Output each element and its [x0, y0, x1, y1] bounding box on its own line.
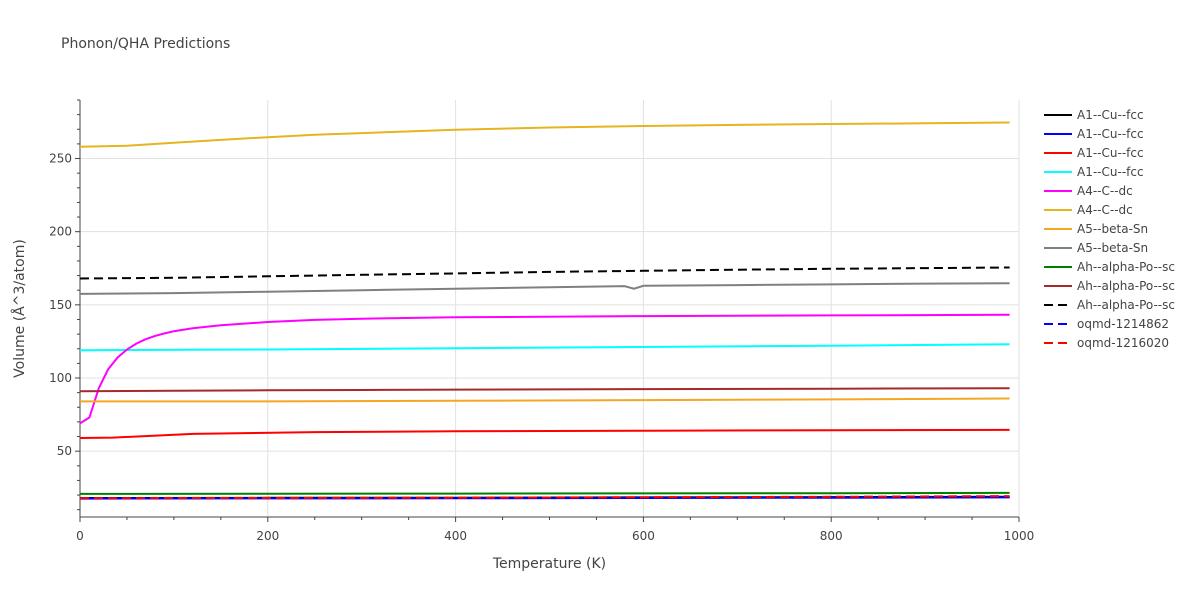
y-tick-label: 150	[49, 298, 72, 312]
x-tick-label: 0	[76, 529, 84, 543]
legend-item-label[interactable]: A1--Cu--fcc	[1077, 165, 1144, 179]
series-line-4	[79, 343, 1010, 352]
legend-item-label[interactable]: A5--beta-Sn	[1077, 241, 1148, 255]
legend-item-label[interactable]: A4--C--dc	[1077, 184, 1133, 198]
x-tick-label: 400	[444, 529, 467, 543]
y-tick-label: 100	[49, 371, 72, 385]
x-axis-title: Temperature (K)	[492, 556, 606, 572]
legend-item-label[interactable]: oqmd-1214862	[1077, 317, 1169, 331]
series-line-8	[79, 282, 1010, 295]
y-tick-label: 200	[49, 225, 72, 239]
legend-item-label[interactable]: oqmd-1216020	[1077, 336, 1169, 350]
series-line-13	[79, 495, 1010, 500]
legend-item-label[interactable]: A5--beta-Sn	[1077, 222, 1148, 236]
legend-item-label[interactable]: Ah--alpha-Po--sc	[1077, 298, 1175, 312]
series-line-7	[80, 397, 1010, 403]
x-tick-label: 800	[820, 529, 843, 543]
series-line-10	[79, 387, 1010, 393]
series-line-3	[79, 428, 1010, 439]
series-line-9	[79, 491, 1010, 495]
legend-item-label[interactable]: A1--Cu--fcc	[1077, 108, 1144, 122]
y-tick-label: 250	[49, 152, 72, 166]
legend-item-label[interactable]: Ah--alpha-Po--sc	[1077, 260, 1175, 274]
y-tick-label: 50	[57, 444, 72, 458]
y-axis-title: Volume (Å^3/atom)	[11, 239, 28, 378]
series-line-6	[79, 121, 1010, 148]
series-line-11	[79, 266, 1010, 280]
x-tick-label: 200	[256, 529, 279, 543]
legend-item-label[interactable]: A1--Cu--fcc	[1077, 146, 1144, 160]
legend-item-label[interactable]: Ah--alpha-Po--sc	[1077, 279, 1175, 293]
legend-item-label[interactable]: A4--C--dc	[1077, 203, 1133, 217]
chart-title: Phonon/QHA Predictions	[61, 36, 231, 52]
x-tick-label: 600	[632, 529, 655, 543]
series-line-5	[79, 313, 1010, 425]
x-tick-label: 1000	[1004, 529, 1035, 543]
legend-item-label[interactable]: A1--Cu--fcc	[1077, 127, 1144, 141]
